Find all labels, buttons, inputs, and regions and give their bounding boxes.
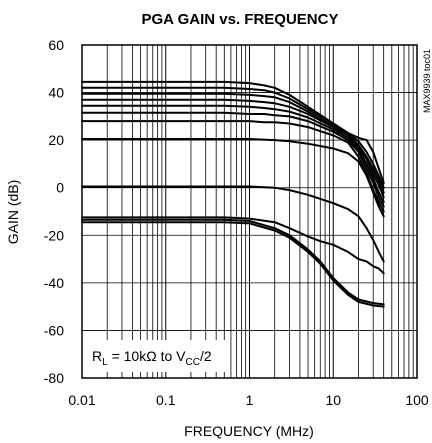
series-line-8	[81, 138, 385, 218]
series-line-2	[81, 86, 385, 189]
annotation-prefix: R	[92, 348, 102, 364]
y-axis-label: GAIN (dB)	[5, 180, 21, 245]
y-tick-label: -80	[44, 370, 64, 386]
y-tick-labels: 60 40 20 0 -20 -40 -60 -80	[44, 37, 64, 386]
series-line-1	[81, 80, 385, 184]
y-tick-label: 20	[48, 132, 64, 148]
annotation-suffix: /2	[200, 348, 212, 364]
x-tick-label: 100	[405, 392, 429, 408]
load-condition-annotation: RL = 10kΩ to VCC/2	[92, 348, 212, 368]
x-tick-label: 0.01	[68, 392, 95, 408]
x-tick-labels: 0.01 0.1 1 10 100	[68, 392, 429, 408]
y-tick-label: 60	[48, 37, 64, 53]
y-tick-label: -20	[44, 227, 64, 243]
y-tick-label: 40	[48, 85, 64, 101]
x-tick-label: 10	[325, 392, 341, 408]
chart-code: MAX9939 toc01	[422, 49, 432, 113]
x-axis-label: FREQUENCY (MHz)	[184, 423, 314, 439]
series-line-4	[81, 98, 385, 199]
plot-frame	[81, 44, 418, 379]
series-line-11	[81, 218, 385, 306]
annotation-box	[88, 340, 230, 372]
x-tick-label: 1	[246, 392, 254, 408]
annotation-sub1: L	[102, 357, 108, 368]
series-line-6	[81, 111, 385, 208]
x-tick-label: 0.1	[156, 392, 176, 408]
series-line-3	[81, 92, 385, 194]
series-line-9	[81, 185, 385, 263]
annotation-sub2: CC	[185, 357, 199, 368]
y-tick-label: 0	[56, 180, 64, 196]
data-series	[81, 80, 385, 308]
annotation-middle: = 10kΩ to V	[108, 348, 186, 364]
y-tick-label: -60	[44, 322, 64, 338]
series-line-10	[81, 216, 385, 275]
series-line-12	[81, 221, 385, 308]
y-tick-label: -40	[44, 275, 64, 291]
series-line-5	[81, 104, 385, 203]
chart-title: PGA GAIN vs. FREQUENCY	[142, 11, 339, 28]
